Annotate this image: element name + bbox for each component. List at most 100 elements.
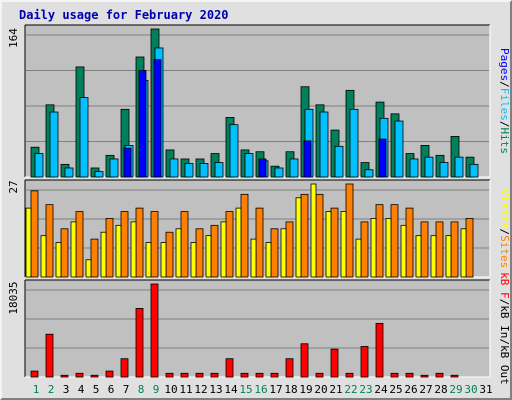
bar-visits: [145, 242, 152, 278]
x-tick-label: 1: [33, 383, 40, 396]
bar-pages: [153, 59, 162, 178]
bar-files: [244, 153, 254, 178]
x-tick-label: 28: [434, 383, 447, 396]
bar-visits: [205, 235, 212, 278]
bar-files: [334, 145, 344, 178]
x-tick-label: 9: [153, 383, 160, 396]
bar-pages: [138, 70, 147, 178]
x-tick-label: 22: [344, 383, 357, 396]
y-max-label: 18035: [7, 281, 20, 314]
x-tick-label: 5: [93, 383, 100, 396]
legend-pages: Pages: [498, 48, 511, 81]
bar-sites: [30, 190, 39, 278]
bar-visits: [190, 242, 197, 278]
bar-visits: [310, 183, 317, 278]
bar-pages: [378, 138, 387, 178]
bar-files: [274, 167, 284, 178]
bar-visits: [250, 238, 257, 278]
bar-kb-f: [450, 374, 459, 378]
chart-title: Daily usage for February 2020: [19, 8, 229, 22]
panel-visits-sites: 27 Visits/Sites: [7, 179, 511, 278]
bar-visits: [85, 259, 92, 278]
bar-kb-f: [405, 372, 414, 378]
x-tick-label: 4: [78, 383, 85, 396]
bar-kb-f: [150, 283, 159, 378]
bar-files: [79, 97, 89, 178]
bar-sites: [435, 221, 444, 278]
bar-sites: [180, 211, 189, 278]
bar-sites: [150, 211, 159, 278]
bar-visits: [280, 228, 287, 278]
legend-sites: Sites: [498, 235, 511, 268]
bar-kb-f: [285, 358, 294, 378]
bar-sites: [345, 183, 354, 278]
bar-sites: [225, 211, 234, 278]
bar-files: [214, 162, 224, 178]
bar-pages: [258, 158, 267, 178]
bar-kb-f: [120, 358, 129, 378]
bar-files: [229, 124, 239, 178]
bar-sites: [45, 204, 54, 278]
bar-visits: [130, 221, 137, 278]
x-tick-label: 2: [48, 383, 55, 396]
bar-kb-f: [60, 374, 69, 378]
bar-visits: [460, 228, 467, 278]
bar-files: [394, 120, 404, 178]
bar-files: [169, 158, 179, 178]
bar-kb-f: [255, 372, 264, 378]
x-tick-label: 24: [374, 383, 388, 396]
bar-visits: [25, 207, 32, 278]
panel-legend: kB F/kB In/kB Out: [498, 272, 511, 385]
bar-visits: [160, 242, 167, 278]
x-tick-label: 6: [108, 383, 115, 396]
bar-kb-f: [240, 372, 249, 378]
bar-sites: [405, 207, 414, 278]
bar-kb-f: [300, 343, 309, 378]
legend-kb-f: kB F: [498, 272, 511, 299]
bar-visits: [235, 207, 242, 278]
bar-kb-f: [105, 370, 114, 378]
bar-visits: [55, 242, 62, 278]
bar-kb-f: [435, 372, 444, 378]
bar-kb-f: [45, 333, 54, 378]
x-tick-label: 17: [269, 383, 282, 396]
bar-files: [289, 158, 299, 178]
bar-pages: [123, 147, 132, 178]
bar-visits: [115, 224, 122, 278]
legend-separator: /: [498, 81, 511, 88]
bar-sites: [270, 228, 279, 278]
bar-kb-f: [90, 374, 99, 378]
legend-separator: /: [498, 121, 511, 128]
x-tick-label: 25: [389, 383, 402, 396]
legend-visits: Visits: [498, 189, 511, 229]
bar-files: [64, 167, 74, 178]
x-tick-label: 7: [123, 383, 130, 396]
bar-kb-f: [330, 348, 339, 378]
x-tick-label: 18: [284, 383, 297, 396]
panel-legend: Pages/Files/Hits: [498, 48, 511, 154]
bar-visits: [40, 235, 47, 278]
bar-kb-f: [345, 372, 354, 378]
x-axis-labels: 1 2 3 4 5 6 7 8 9 10 11 12 13 14 15 16 17 18 19 20 21 22 23 24 2…: [33, 383, 493, 396]
bar-visits: [340, 211, 347, 278]
bar-sites: [195, 228, 204, 278]
bar-files: [49, 111, 59, 178]
bar-kb-f: [270, 372, 279, 378]
x-tick-label: 27: [419, 383, 432, 396]
bar-files: [34, 153, 44, 178]
bar-sites: [165, 231, 174, 278]
bar-visits: [220, 221, 227, 278]
bar-kb-f: [30, 370, 39, 378]
bar-files: [454, 156, 464, 178]
bar-files: [364, 169, 374, 178]
bar-sites: [360, 221, 369, 278]
legend-hits: Hits: [498, 128, 511, 155]
bar-visits: [445, 235, 452, 278]
bar-sites: [375, 204, 384, 278]
legend-separator: /: [498, 229, 511, 236]
legend-kb-out: kB Out: [498, 345, 511, 385]
x-tick-label: 12: [194, 383, 207, 396]
bar-visits: [370, 218, 377, 278]
bar-sites: [135, 207, 144, 278]
